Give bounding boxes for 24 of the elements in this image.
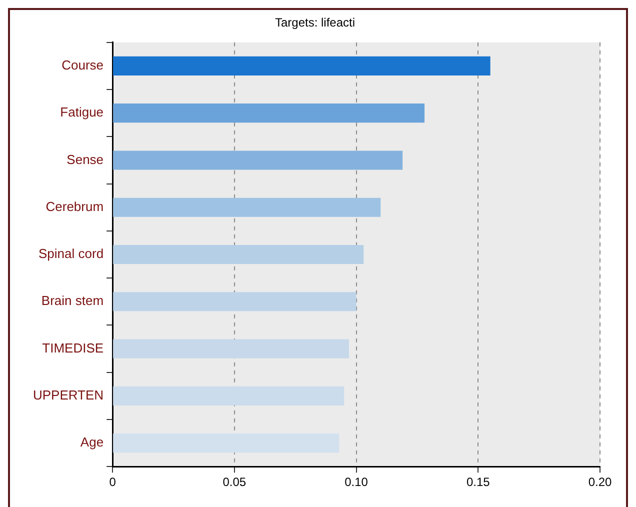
bar — [113, 339, 349, 358]
y-tick-label: Age — [80, 434, 104, 450]
y-tick-label: Fatigue — [60, 104, 104, 120]
x-tick-label: 0.15 — [466, 475, 490, 490]
bar — [113, 104, 425, 123]
bar — [113, 292, 356, 312]
y-tick-label: Cerebrum — [46, 198, 104, 214]
y-tick-label: Course — [62, 58, 104, 73]
x-tick-label: 0.20 — [588, 475, 612, 490]
y-tick-label: UPPERTEN — [32, 387, 104, 402]
y-tick-label: TIMEDISE — [42, 340, 104, 356]
bar — [113, 433, 340, 453]
y-tick-label: Brain stem — [41, 293, 104, 308]
bar — [113, 150, 403, 170]
x-tick-label: 0.05 — [222, 475, 246, 490]
bar — [113, 56, 490, 76]
x-tick-label: 0.10 — [344, 475, 368, 490]
bar — [113, 198, 381, 217]
bar — [113, 244, 364, 264]
chart-title: Targets: lifeacti — [274, 16, 356, 30]
x-tick-label: 0 — [109, 475, 116, 490]
y-tick-label: Sense — [66, 152, 104, 167]
bar — [113, 386, 344, 406]
y-tick-label: Spinal cord — [38, 246, 104, 262]
